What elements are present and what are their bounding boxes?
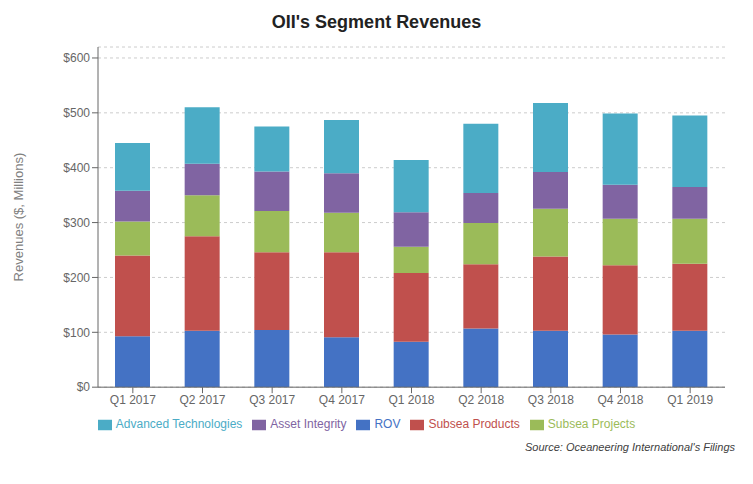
html-text:Asset Integrity: Asset Integrity [270, 417, 347, 432]
svg-text:$600: $600 [63, 51, 90, 65]
svg-text:$100: $100 [63, 326, 90, 340]
svg-text:Q2 2018: Q2 2018 [458, 393, 504, 407]
svg-text:$500: $500 [63, 106, 90, 120]
html-text:Subsea Products: Subsea Products [428, 417, 520, 432]
svg-text:$400: $400 [63, 161, 90, 175]
html-text:Source: Oceaneering Internatio: Source: Oceaneering International's Fili… [525, 441, 735, 453]
svg-text:Q1 2019: Q1 2019 [667, 393, 713, 407]
svg-text:Q4 2017: Q4 2017 [319, 393, 365, 407]
svg-text:Q1 2018: Q1 2018 [388, 393, 434, 407]
svg-text:Q4 2018: Q4 2018 [597, 393, 643, 407]
html-text:ROV: ROV [374, 417, 401, 432]
svg-text:Revenues ($, Millions): Revenues ($, Millions) [11, 153, 26, 282]
svg-text:$300: $300 [63, 216, 90, 230]
html-text:Advanced Technologies: Advanced Technologies [115, 417, 243, 432]
svg-text:$0: $0 [77, 380, 91, 394]
svg-text:Q3 2017: Q3 2017 [249, 393, 295, 407]
html-text:OII's Segment Revenues: OII's Segment Revenues [271, 12, 482, 32]
svg-text:Q2 2017: Q2 2017 [179, 393, 225, 407]
svg-text:Q1 2017: Q1 2017 [110, 393, 156, 407]
svg-text:$200: $200 [63, 271, 90, 285]
html-text:Subsea Projects: Subsea Projects [547, 417, 636, 432]
svg-text:Q3 2018: Q3 2018 [528, 393, 574, 407]
